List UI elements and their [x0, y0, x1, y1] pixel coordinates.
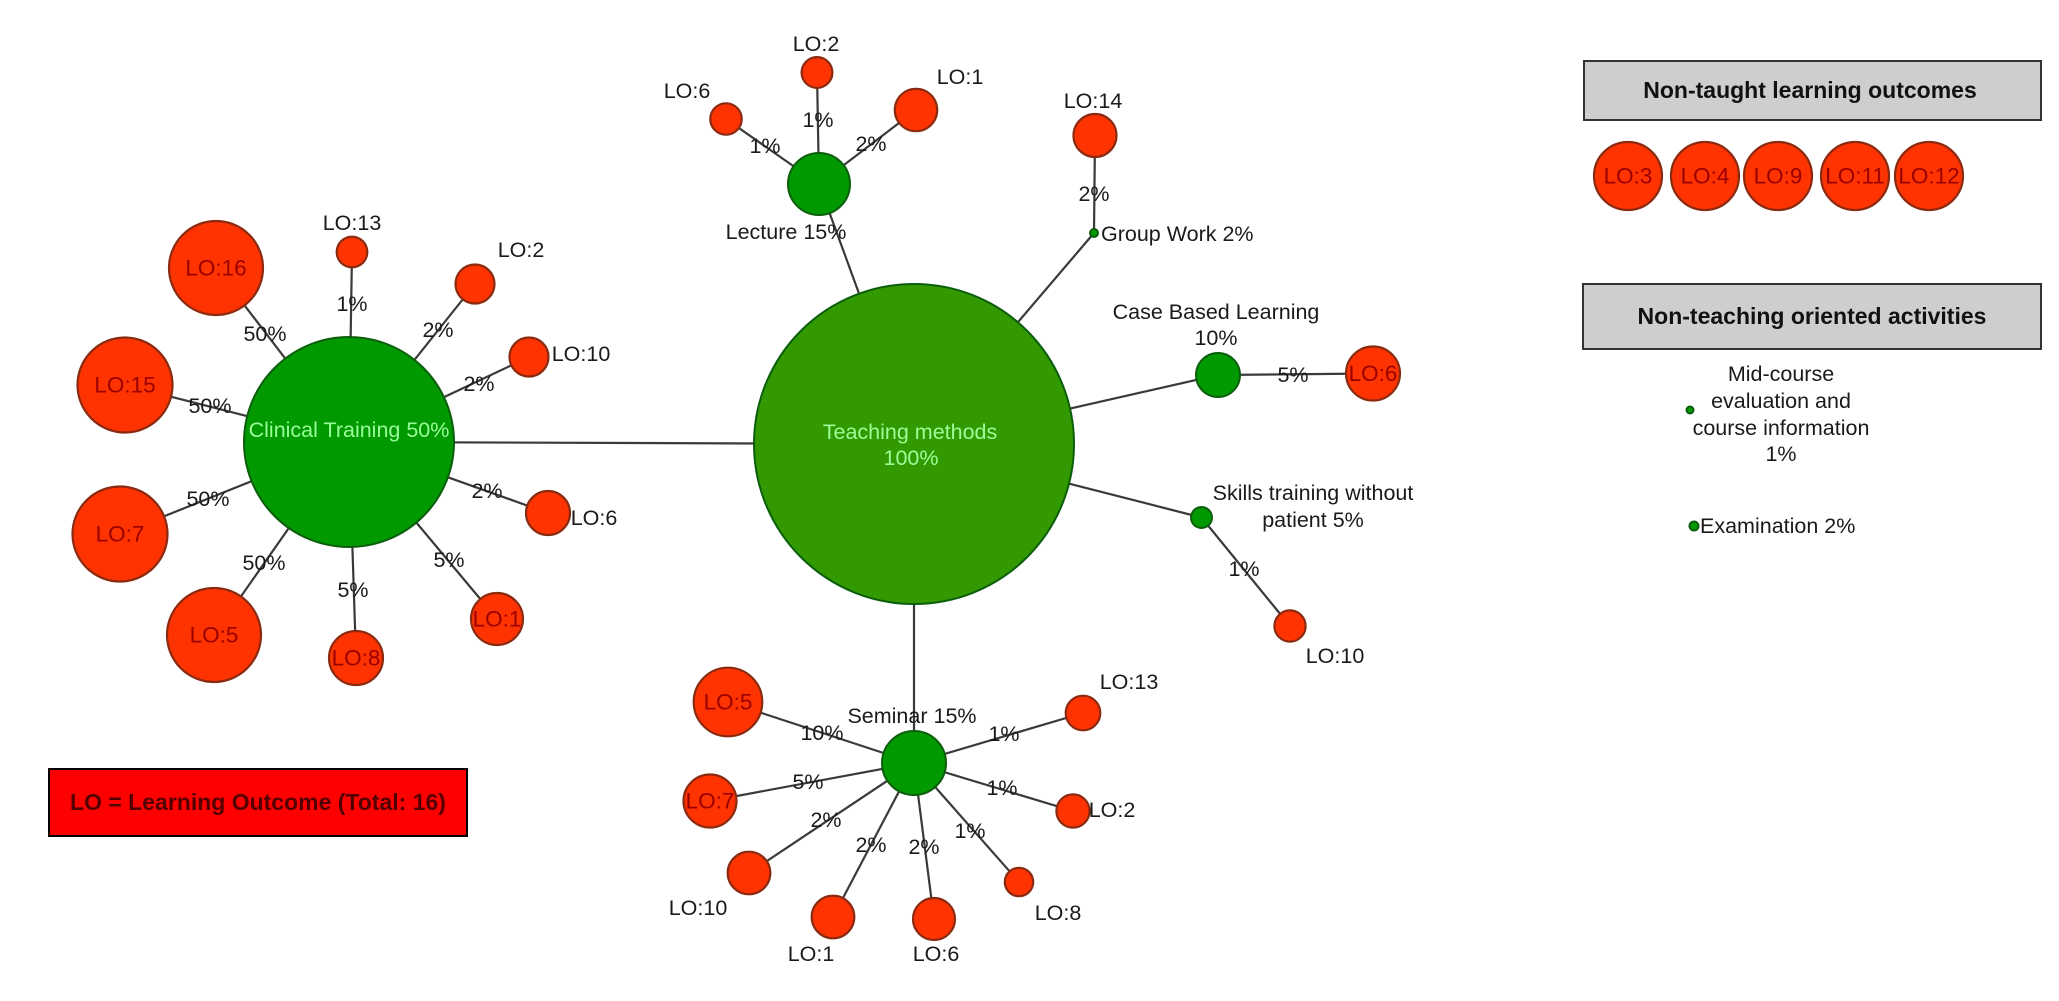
svg-text:1%: 1%	[986, 776, 1017, 800]
svg-text:LO:12: LO:12	[1898, 164, 1959, 189]
svg-text:LO = Learning Outcome (Total:: LO = Learning Outcome (Total: 16)	[70, 789, 446, 815]
svg-text:1%: 1%	[336, 292, 367, 316]
svg-text:1%: 1%	[802, 108, 833, 132]
svg-text:1%: 1%	[1228, 557, 1259, 581]
svg-text:LO:6: LO:6	[1349, 361, 1398, 386]
svg-text:LO:16: LO:16	[185, 256, 246, 281]
svg-text:LO:1: LO:1	[788, 942, 835, 966]
svg-text:Clinical Training 50%: Clinical Training 50%	[249, 418, 450, 442]
svg-text:course information: course information	[1693, 416, 1870, 440]
svg-text:LO:10: LO:10	[1306, 644, 1365, 668]
svg-text:LO:10: LO:10	[552, 342, 611, 366]
svg-text:5%: 5%	[1277, 363, 1308, 387]
svg-text:LO:8: LO:8	[1035, 901, 1082, 925]
svg-text:LO:1: LO:1	[937, 65, 984, 89]
svg-text:LO:3: LO:3	[1604, 164, 1653, 189]
svg-text:1%: 1%	[1765, 442, 1796, 466]
svg-text:50%: 50%	[243, 322, 286, 346]
svg-text:LO:5: LO:5	[190, 623, 239, 648]
svg-text:10%: 10%	[1194, 326, 1237, 350]
svg-text:Group Work 2%: Group Work 2%	[1101, 222, 1254, 246]
svg-text:Non-teaching oriented activiti: Non-teaching oriented activities	[1638, 303, 1987, 329]
svg-text:LO:6: LO:6	[571, 506, 618, 530]
svg-text:Mid-course: Mid-course	[1728, 362, 1834, 386]
svg-text:Non-taught learning outcomes: Non-taught learning outcomes	[1643, 77, 1977, 103]
svg-text:evaluation and: evaluation and	[1711, 389, 1851, 413]
svg-text:50%: 50%	[188, 394, 231, 418]
svg-text:2%: 2%	[471, 479, 502, 503]
svg-text:2%: 2%	[908, 835, 939, 859]
svg-text:1%: 1%	[988, 722, 1019, 746]
svg-text:LO:10: LO:10	[669, 896, 728, 920]
svg-text:2%: 2%	[855, 833, 886, 857]
svg-text:5%: 5%	[433, 548, 464, 572]
svg-text:10%: 10%	[800, 721, 843, 745]
svg-text:Skills training without: Skills training without	[1213, 481, 1414, 505]
svg-text:2%: 2%	[463, 372, 494, 396]
svg-text:LO:13: LO:13	[1100, 670, 1159, 694]
svg-text:2%: 2%	[810, 808, 841, 832]
svg-text:LO:7: LO:7	[96, 522, 145, 547]
svg-text:LO:11: LO:11	[1825, 164, 1885, 189]
svg-text:LO:5: LO:5	[704, 690, 753, 715]
svg-text:LO:13: LO:13	[323, 211, 382, 235]
svg-text:LO:1: LO:1	[473, 607, 522, 632]
svg-text:Lecture 15%: Lecture 15%	[726, 220, 847, 244]
svg-text:LO:7: LO:7	[686, 789, 735, 814]
svg-text:LO:9: LO:9	[1754, 164, 1803, 189]
svg-text:LO:8: LO:8	[332, 646, 381, 671]
svg-text:50%: 50%	[186, 487, 229, 511]
svg-text:LO:14: LO:14	[1064, 89, 1123, 113]
svg-text:LO:15: LO:15	[94, 373, 155, 398]
svg-text:50%: 50%	[242, 551, 285, 575]
svg-text:LO:6: LO:6	[664, 79, 711, 103]
svg-text:2%: 2%	[855, 132, 886, 156]
svg-text:Case Based Learning: Case Based Learning	[1113, 300, 1320, 324]
svg-text:2%: 2%	[1078, 182, 1109, 206]
svg-text:5%: 5%	[337, 578, 368, 602]
svg-text:Seminar 15%: Seminar 15%	[847, 704, 976, 728]
svg-text:Teaching methods: Teaching methods	[823, 420, 998, 444]
svg-text:LO:2: LO:2	[498, 238, 545, 262]
svg-text:1%: 1%	[749, 134, 780, 158]
svg-text:LO:4: LO:4	[1681, 164, 1730, 189]
svg-text:patient 5%: patient 5%	[1262, 508, 1364, 532]
svg-text:2%: 2%	[422, 318, 453, 342]
svg-text:5%: 5%	[792, 770, 823, 794]
svg-text:LO:2: LO:2	[793, 32, 840, 56]
svg-text:Examination 2%: Examination 2%	[1700, 514, 1855, 538]
svg-text:1%: 1%	[954, 819, 985, 843]
svg-text:LO:2: LO:2	[1089, 798, 1136, 822]
svg-text:100%: 100%	[884, 446, 939, 470]
svg-text:LO:6: LO:6	[913, 942, 960, 966]
